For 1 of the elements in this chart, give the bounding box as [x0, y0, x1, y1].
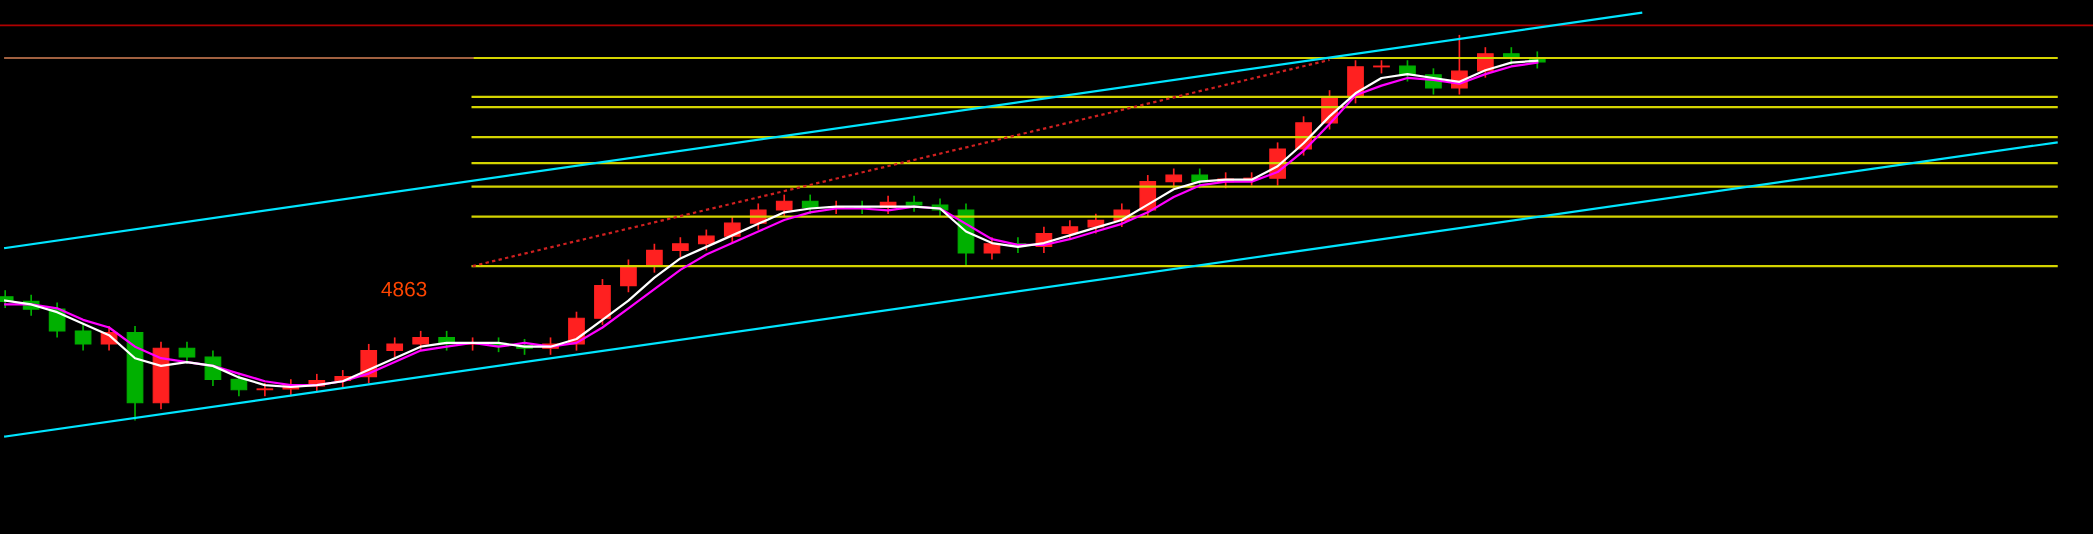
annotation: 4863 — [381, 281, 427, 297]
